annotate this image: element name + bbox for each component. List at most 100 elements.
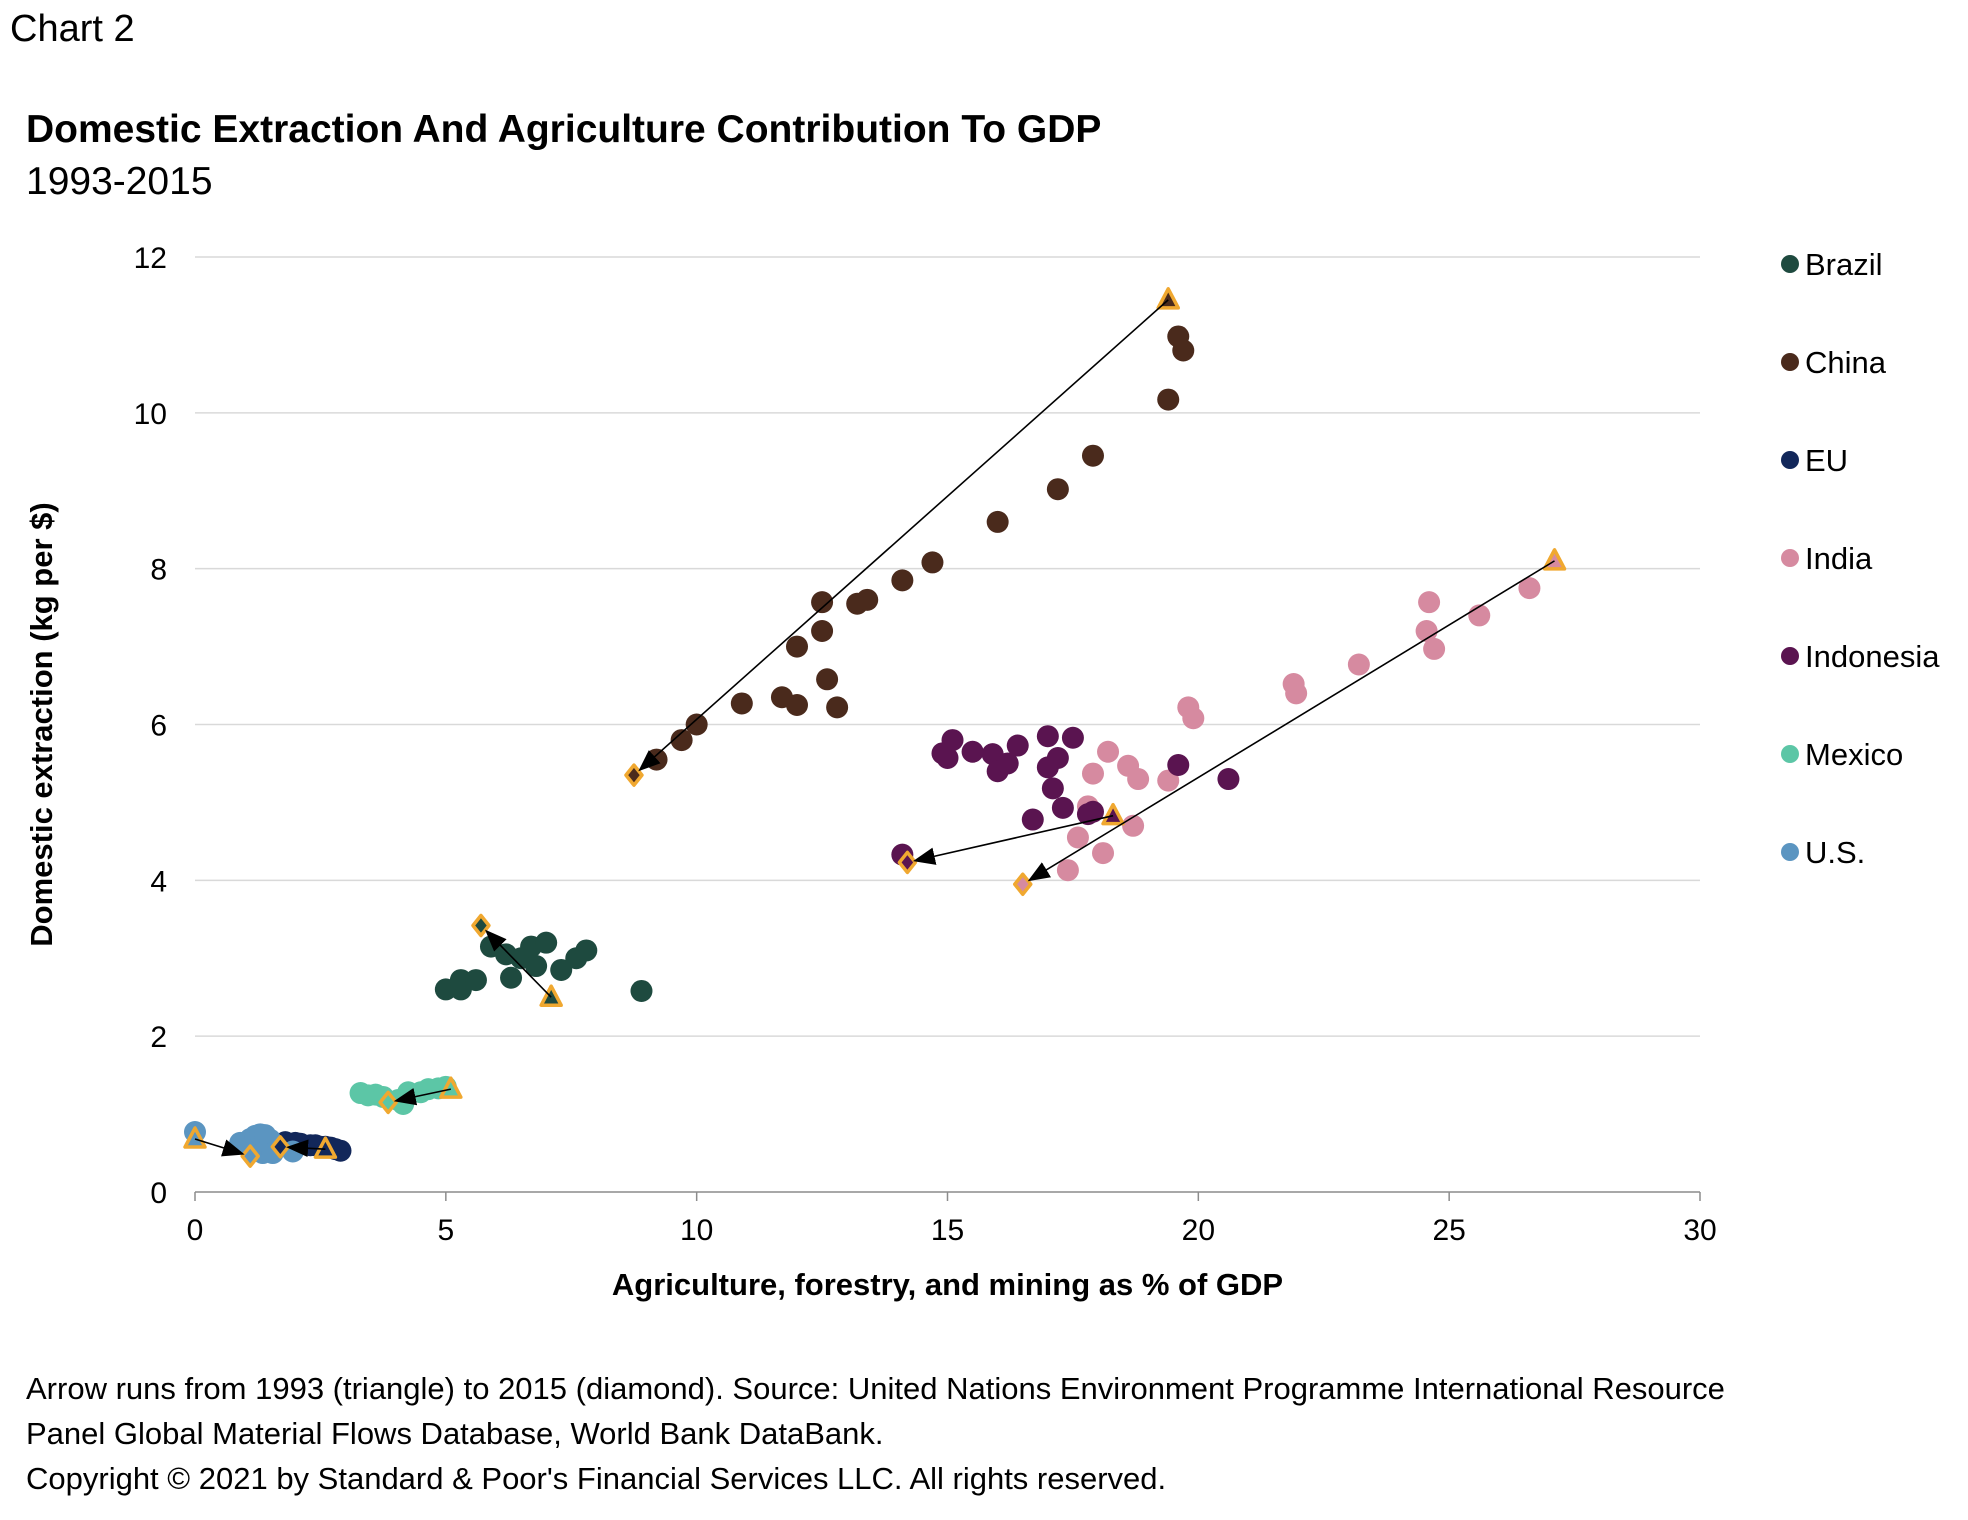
y-tick-label: 8 (150, 554, 167, 587)
data-point-china (1172, 339, 1195, 362)
data-point-china (786, 635, 808, 658)
data-point-india (1418, 591, 1441, 614)
end-2015-diamond-india (1013, 872, 1033, 896)
data-point-brazil (550, 958, 573, 981)
legend-marker-brazil (1781, 255, 1799, 273)
data-point-indonesia (1006, 734, 1029, 757)
data-point-india (1122, 814, 1145, 837)
data-point-india (1468, 604, 1491, 627)
legend-marker-india (1781, 549, 1799, 567)
data-point-china (1157, 388, 1180, 411)
data-point-indonesia (996, 752, 1019, 775)
arrow-eu (286, 1139, 326, 1158)
arrow-mexico (393, 1088, 452, 1106)
data-point-china (891, 569, 914, 592)
source-note-line-1: Arrow runs from 1993 (triangle) to 2015 … (26, 1371, 1725, 1406)
y-tick-label: 6 (150, 710, 167, 743)
y-tick-label: 12 (134, 242, 167, 275)
data-point-china (1081, 444, 1104, 467)
data-point-india (1092, 842, 1115, 865)
x-tick-label: 5 (437, 1214, 454, 1247)
data-point-india (1182, 707, 1205, 730)
data-point-indonesia (941, 729, 964, 752)
legend-marker-mexico (1781, 745, 1799, 763)
start-1993-triangle-u-s (183, 1126, 207, 1149)
data-point-india (1518, 577, 1541, 600)
legend-marker-eu (1781, 451, 1799, 469)
data-point-india (1423, 637, 1446, 660)
legend-label-eu: EU (1805, 443, 1848, 478)
data-point-indonesia (1167, 754, 1190, 777)
arrow-india (1027, 560, 1555, 882)
x-tick-label: 15 (931, 1214, 964, 1247)
legend-marker-indonesia (1781, 647, 1799, 665)
x-tick-label: 20 (1182, 1214, 1215, 1247)
y-tick-label: 4 (150, 865, 167, 898)
data-point-china (1046, 478, 1069, 501)
data-point-china (645, 748, 668, 771)
y-tick-label: 2 (150, 1021, 167, 1054)
data-point-china (730, 692, 753, 715)
end-2015-diamond-u-s (240, 1144, 260, 1168)
legend-label-china: China (1805, 345, 1887, 380)
end-2015-diamond-mexico (378, 1090, 398, 1115)
end-2015-diamond-eu (270, 1135, 291, 1159)
data-point-india (1081, 762, 1104, 785)
legend-marker-china (1781, 353, 1799, 371)
data-point-china (921, 551, 944, 574)
x-tick-label: 10 (680, 1214, 713, 1247)
data-point-indonesia (1081, 800, 1104, 823)
data-point-indonesia (1041, 777, 1064, 800)
data-point-india (1066, 826, 1089, 849)
arrow-u-s (194, 1138, 245, 1157)
scatter-plot: 0 2 4 6 8 10 12 0 5 10 15 20 25 30 Agriculture, forest… (24, 242, 1940, 1302)
chart-number-label: Chart 2 (10, 8, 135, 50)
x-axis-title: Agriculture, forestry, and mining as % o… (612, 1267, 1283, 1302)
start-1993-triangle-china (1156, 287, 1180, 310)
x-tick-label: 30 (1683, 1214, 1716, 1247)
y-tick-label: 0 (150, 1177, 167, 1210)
legend-marker-u-s (1781, 843, 1799, 861)
data-point-brazil (525, 955, 548, 978)
chart-title: Domestic Extraction And Agriculture Cont… (26, 108, 1102, 151)
data-point-brazil (535, 931, 558, 954)
legend-label-u-s: U.S. (1805, 835, 1865, 870)
start-1993-triangle-indonesia (1101, 802, 1125, 826)
data-point-china (986, 510, 1009, 533)
data-point-china (670, 729, 693, 752)
data-point-india (1056, 859, 1079, 882)
legend-label-india: India (1805, 541, 1873, 576)
data-point-indonesia (1217, 768, 1240, 791)
start-1993-triangle-brazil (539, 984, 563, 1007)
data-point-indonesia (961, 740, 984, 763)
data-point-brazil (464, 969, 487, 992)
arrow-brazil (485, 929, 552, 998)
data-point-india (1097, 740, 1120, 763)
data-point-brazil (449, 969, 472, 992)
end-2015-diamond-brazil (471, 913, 491, 938)
y-axis-title: Domestic extraction (kg per $) (24, 502, 59, 946)
legend-label-indonesia: Indonesia (1805, 639, 1940, 674)
data-point-indonesia (1021, 808, 1044, 831)
chart-subtitle: 1993-2015 (26, 160, 213, 203)
data-point-indonesia (1061, 726, 1084, 749)
legend-label-mexico: Mexico (1805, 737, 1903, 772)
arrow-indonesia (913, 814, 1114, 865)
end-2015-diamond-china (624, 763, 644, 787)
y-tick-label: 10 (134, 398, 167, 431)
legend-label-brazil: Brazil (1805, 247, 1883, 282)
data-point-china (826, 696, 849, 719)
data-point-china (786, 694, 808, 717)
data-point-china (811, 620, 834, 642)
data-point-china (816, 668, 839, 691)
data-point-indonesia (936, 747, 959, 770)
copyright-text: Copyright © 2021 by Standard & Poor's Fi… (26, 1461, 1167, 1496)
data-point-indonesia (1051, 796, 1074, 819)
data-point-brazil (575, 939, 598, 962)
data-point-china (811, 591, 834, 614)
x-tick-label: 25 (1432, 1214, 1465, 1247)
data-point-india (1157, 769, 1180, 792)
data-point-india (1127, 768, 1150, 791)
data-point-china (685, 713, 708, 736)
data-point-indonesia (1046, 747, 1069, 770)
